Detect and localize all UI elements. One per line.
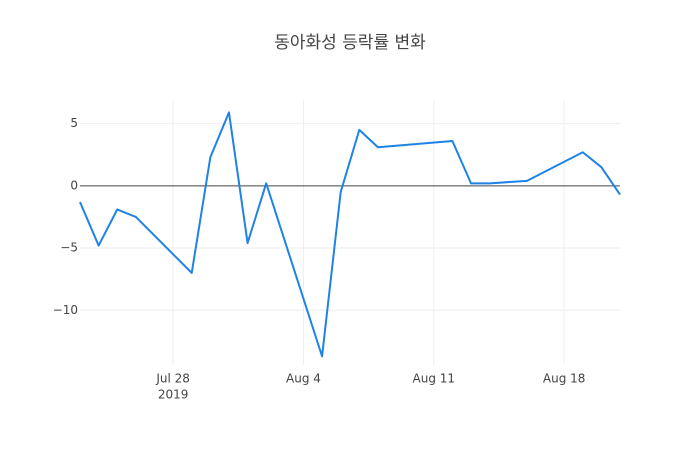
x-tick-label: Aug 4 (286, 372, 321, 386)
line (79, 111, 621, 358)
y-tick-label: −10 (53, 303, 78, 317)
chart-title: 동아화성 등락률 변화 (274, 33, 426, 53)
y-tick-label: 5 (70, 116, 78, 130)
x-tick-label: Aug 18 (543, 372, 586, 386)
x-tick-label: Jul 28 (155, 372, 190, 386)
y-tick-label: −5 (60, 241, 78, 255)
x-tick-year: 2019 (158, 388, 189, 402)
y-tick-label: 0 (70, 178, 78, 192)
x-tick-label: Aug 11 (413, 372, 456, 386)
